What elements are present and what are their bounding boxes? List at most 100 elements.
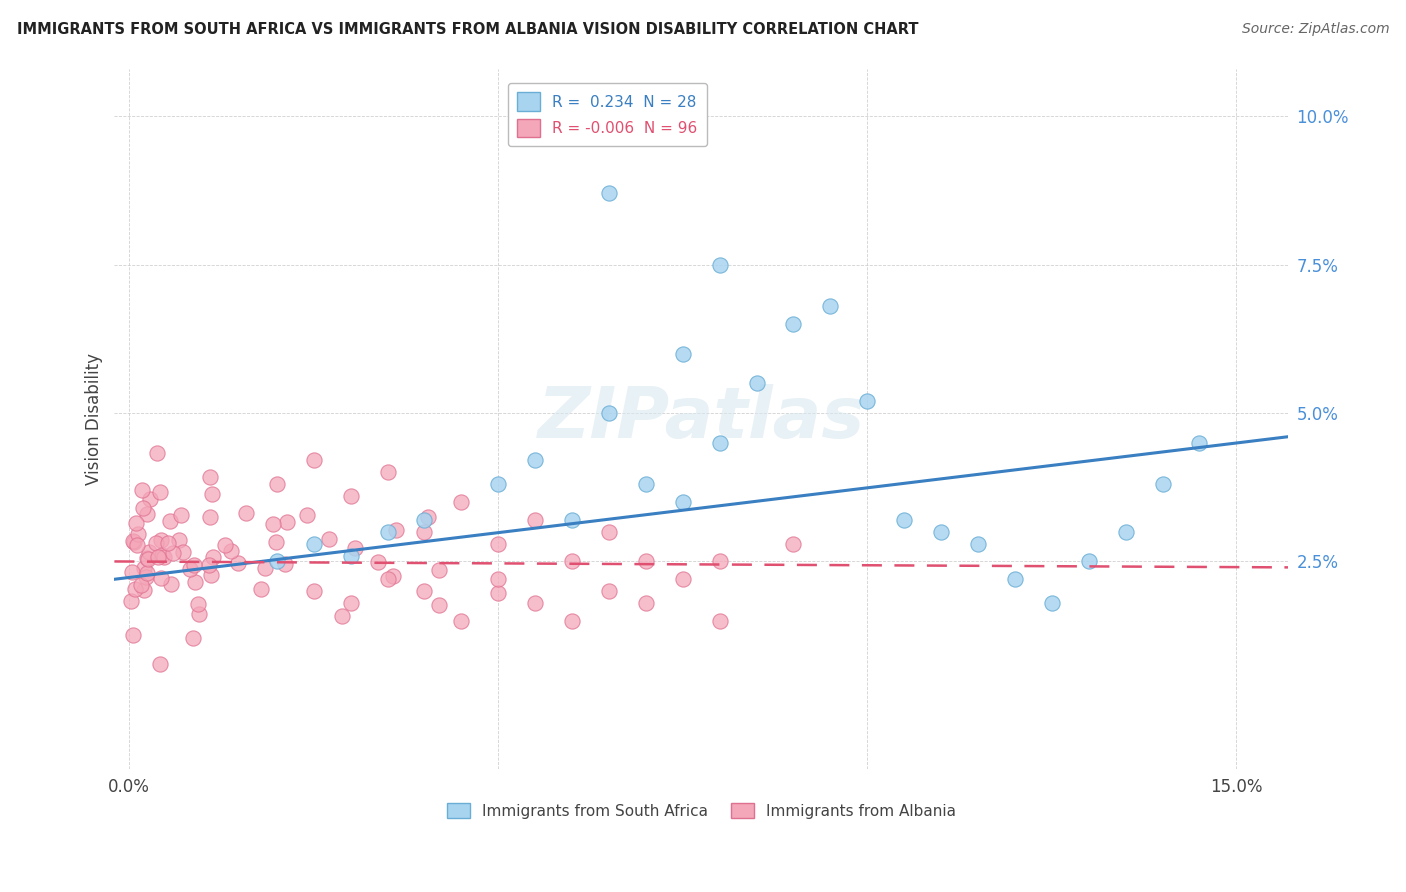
Point	[634, 477, 657, 491]
Point	[486, 477, 509, 491]
Point	[201, 549, 224, 564]
Point	[672, 495, 695, 509]
Point	[157, 536, 180, 550]
Point	[486, 536, 509, 550]
Point	[384, 523, 406, 537]
Point	[413, 584, 436, 599]
Point	[367, 555, 389, 569]
Point	[486, 572, 509, 586]
Point	[297, 508, 319, 522]
Point	[136, 507, 159, 521]
Point	[598, 186, 620, 201]
Point	[302, 584, 325, 599]
Point	[524, 596, 547, 610]
Point	[561, 513, 583, 527]
Point	[153, 549, 176, 564]
Point	[159, 514, 181, 528]
Point	[634, 596, 657, 610]
Point	[172, 545, 194, 559]
Point	[264, 534, 287, 549]
Point	[125, 516, 148, 530]
Point	[343, 541, 366, 556]
Point	[266, 554, 288, 568]
Point	[856, 394, 879, 409]
Point	[138, 544, 160, 558]
Point	[131, 483, 153, 498]
Point	[120, 594, 142, 608]
Point	[124, 582, 146, 596]
Point	[197, 558, 219, 572]
Point	[377, 524, 399, 539]
Point	[162, 546, 184, 560]
Point	[266, 477, 288, 491]
Point	[135, 570, 157, 584]
Point	[219, 544, 242, 558]
Y-axis label: Vision Disability: Vision Disability	[86, 353, 103, 485]
Point	[709, 554, 731, 568]
Point	[302, 536, 325, 550]
Point	[183, 558, 205, 573]
Point	[129, 577, 152, 591]
Point	[1115, 524, 1137, 539]
Point	[149, 484, 172, 499]
Point	[377, 572, 399, 586]
Point	[235, 506, 257, 520]
Point	[169, 508, 191, 523]
Text: IMMIGRANTS FROM SOUTH AFRICA VS IMMIGRANTS FROM ALBANIA VISION DISABILITY CORREL: IMMIGRANTS FROM SOUTH AFRICA VS IMMIGRAN…	[17, 22, 918, 37]
Point	[134, 561, 156, 575]
Point	[122, 533, 145, 548]
Point	[146, 446, 169, 460]
Point	[339, 596, 361, 610]
Point	[929, 524, 952, 539]
Point	[188, 607, 211, 622]
Point	[250, 582, 273, 596]
Point	[1077, 554, 1099, 568]
Point	[226, 556, 249, 570]
Point	[1040, 596, 1063, 610]
Point	[413, 524, 436, 539]
Point	[634, 554, 657, 568]
Point	[131, 501, 153, 516]
Point	[782, 317, 804, 331]
Point	[1188, 435, 1211, 450]
Point	[745, 376, 768, 391]
Point	[782, 536, 804, 550]
Point	[167, 533, 190, 548]
Point	[201, 487, 224, 501]
Point	[150, 533, 173, 548]
Point	[136, 566, 159, 580]
Point	[339, 549, 361, 563]
Text: Source: ZipAtlas.com: Source: ZipAtlas.com	[1241, 22, 1389, 37]
Point	[134, 583, 156, 598]
Point	[184, 575, 207, 590]
Point	[124, 534, 146, 549]
Point	[561, 614, 583, 628]
Point	[598, 406, 620, 420]
Point	[1152, 477, 1174, 491]
Point	[276, 515, 298, 529]
Point	[145, 536, 167, 550]
Point	[136, 551, 159, 566]
Point	[214, 538, 236, 552]
Point	[200, 568, 222, 582]
Legend: Immigrants from South Africa, Immigrants from Albania: Immigrants from South Africa, Immigrants…	[440, 797, 962, 825]
Point	[598, 524, 620, 539]
Point	[149, 657, 172, 672]
Point	[967, 536, 990, 550]
Point	[127, 527, 149, 541]
Point	[150, 549, 173, 563]
Point	[709, 614, 731, 628]
Point	[524, 453, 547, 467]
Point	[262, 517, 284, 532]
Point	[381, 569, 404, 583]
Point	[486, 586, 509, 600]
Point	[187, 597, 209, 611]
Point	[524, 513, 547, 527]
Point	[672, 346, 695, 360]
Point	[416, 510, 439, 524]
Point	[1004, 572, 1026, 586]
Point	[820, 299, 842, 313]
Point	[672, 572, 695, 586]
Point	[274, 557, 297, 571]
Point	[181, 631, 204, 645]
